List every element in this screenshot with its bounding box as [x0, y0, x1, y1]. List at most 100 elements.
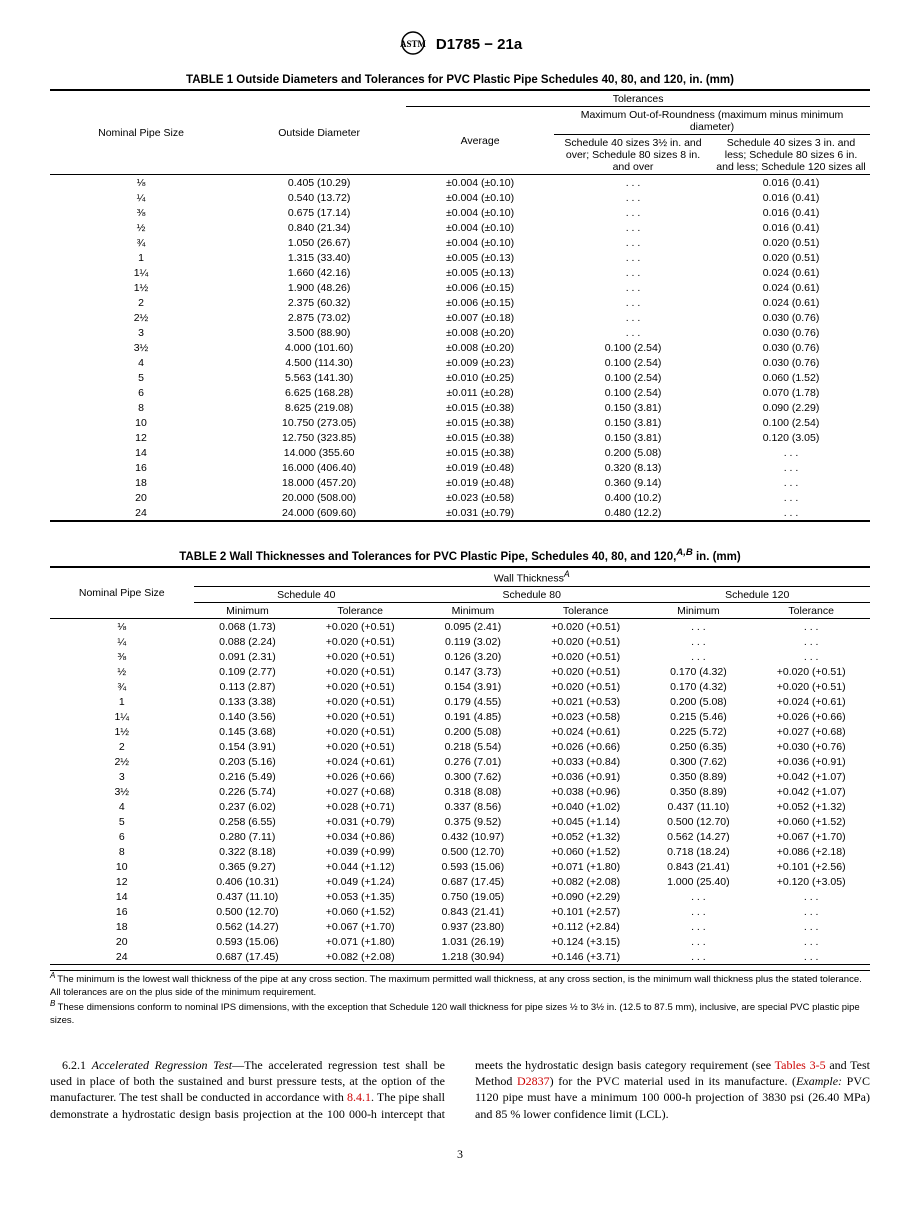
table-cell: +0.020 (+0.51): [527, 664, 645, 679]
link-d2837[interactable]: D2837: [517, 1074, 550, 1088]
table-cell: +0.020 (+0.51): [527, 634, 645, 649]
table-cell: 0.150 (3.81): [554, 400, 712, 415]
table-cell: 18.000 (457.20): [232, 475, 406, 490]
table-cell: 12: [50, 874, 194, 889]
table-row: 55.563 (141.30)±0.010 (±0.25)0.100 (2.54…: [50, 370, 870, 385]
table-cell: 18: [50, 475, 232, 490]
table-cell: ±0.004 (±0.10): [406, 190, 554, 205]
table-row: 3½0.226 (5.74)+0.027 (+0.68)0.318 (8.08)…: [50, 784, 870, 799]
table-cell: 24.000 (609.60): [232, 505, 406, 521]
table-cell: . . .: [554, 265, 712, 280]
table-row: ⅜0.675 (17.14)±0.004 (±0.10). . .0.016 (…: [50, 205, 870, 220]
table-cell: +0.020 (+0.51): [752, 664, 870, 679]
table-cell: 0.119 (3.02): [419, 634, 527, 649]
t1-h-tol: Tolerances: [406, 90, 870, 107]
table-cell: 0.179 (4.55): [419, 694, 527, 709]
table-cell: ±0.015 (±0.38): [406, 415, 554, 430]
table-cell: +0.028 (+0.71): [301, 799, 419, 814]
table-cell: 0.406 (10.31): [194, 874, 302, 889]
t2-h-s80: Schedule 80: [419, 587, 644, 603]
table-cell: 0.150 (3.81): [554, 430, 712, 445]
table-cell: 0.225 (5.72): [644, 724, 752, 739]
table-cell: +0.023 (+0.58): [527, 709, 645, 724]
link-tables35[interactable]: Tables 3-5: [775, 1058, 826, 1072]
table-cell: ¼: [50, 634, 194, 649]
table-cell: . . .: [752, 919, 870, 934]
table-cell: 20: [50, 934, 194, 949]
table-row: 30.216 (5.49)+0.026 (+0.66)0.300 (7.62)+…: [50, 769, 870, 784]
table-cell: 5: [50, 370, 232, 385]
table-cell: +0.042 (+1.07): [752, 769, 870, 784]
table-cell: +0.112 (+2.84): [527, 919, 645, 934]
table-cell: ±0.005 (±0.13): [406, 265, 554, 280]
table-cell: 0.750 (19.05): [419, 889, 527, 904]
table-row: 80.322 (8.18)+0.039 (+0.99)0.500 (12.70)…: [50, 844, 870, 859]
table-row: 1½0.145 (3.68)+0.020 (+0.51)0.200 (5.08)…: [50, 724, 870, 739]
table-cell: . . .: [644, 634, 752, 649]
table-cell: ±0.019 (±0.48): [406, 475, 554, 490]
table-cell: . . .: [712, 490, 870, 505]
table-cell: +0.034 (+0.86): [301, 829, 419, 844]
table-cell: 0.687 (17.45): [194, 949, 302, 965]
table-cell: +0.124 (+3.15): [527, 934, 645, 949]
table-cell: +0.020 (+0.51): [301, 709, 419, 724]
table-cell: 12.750 (323.85): [232, 430, 406, 445]
table-cell: 0.133 (3.38): [194, 694, 302, 709]
table-cell: ⅛: [50, 175, 232, 191]
table-cell: 5: [50, 814, 194, 829]
table-row: 160.500 (12.70)+0.060 (+1.52)0.843 (21.4…: [50, 904, 870, 919]
table-cell: 0.020 (0.51): [712, 235, 870, 250]
table-cell: 0.218 (5.54): [419, 739, 527, 754]
table-cell: +0.045 (+1.14): [527, 814, 645, 829]
table-cell: +0.020 (+0.51): [301, 634, 419, 649]
table-cell: ±0.015 (±0.38): [406, 400, 554, 415]
table-cell: ⅜: [50, 205, 232, 220]
table-cell: 14: [50, 889, 194, 904]
table-row: 140.437 (11.10)+0.053 (+1.35)0.750 (19.0…: [50, 889, 870, 904]
t2-h-min3: Minimum: [644, 603, 752, 619]
table-row: 20.154 (3.91)+0.020 (+0.51)0.218 (5.54)+…: [50, 739, 870, 754]
table-cell: . . .: [752, 619, 870, 635]
table-cell: +0.020 (+0.51): [752, 679, 870, 694]
table-cell: +0.021 (+0.53): [527, 694, 645, 709]
link-841[interactable]: 8.4.1: [347, 1090, 371, 1104]
table-row: 1818.000 (457.20)±0.019 (±0.48)0.360 (9.…: [50, 475, 870, 490]
table-cell: +0.026 (+0.66): [752, 709, 870, 724]
table-cell: 0.200 (5.08): [419, 724, 527, 739]
table-cell: 0.200 (5.08): [554, 445, 712, 460]
table-cell: +0.146 (+3.71): [527, 949, 645, 965]
table-cell: +0.036 (+0.91): [752, 754, 870, 769]
table-cell: +0.020 (+0.51): [301, 679, 419, 694]
table-cell: ⅛: [50, 619, 194, 635]
table-row: ⅛0.405 (10.29)±0.004 (±0.10). . .0.016 (…: [50, 175, 870, 191]
table-row: 50.258 (6.55)+0.031 (+0.79)0.375 (9.52)+…: [50, 814, 870, 829]
table-row: 1½1.900 (48.26)±0.006 (±0.15). . .0.024 …: [50, 280, 870, 295]
table-cell: 0.120 (3.05): [712, 430, 870, 445]
t1-h-oor: Maximum Out-of-Roundness (maximum minus …: [554, 107, 870, 135]
table-cell: 14: [50, 445, 232, 460]
table-cell: 8: [50, 844, 194, 859]
table-cell: 0.170 (4.32): [644, 679, 752, 694]
table-cell: +0.053 (+1.35): [301, 889, 419, 904]
table-row: ⅛0.068 (1.73)+0.020 (+0.51)0.095 (2.41)+…: [50, 619, 870, 635]
t1-h-c4: Schedule 40 sizes 3½ in. and over; Sched…: [554, 135, 712, 175]
table-cell: +0.020 (+0.51): [301, 649, 419, 664]
table-cell: 24: [50, 505, 232, 521]
table-cell: +0.101 (+2.57): [527, 904, 645, 919]
table-cell: 0.191 (4.85): [419, 709, 527, 724]
body-text: 6.2.1 Accelerated Regression Test—The ac…: [50, 1057, 870, 1122]
page-number: 3: [50, 1147, 870, 1162]
table-cell: 6: [50, 385, 232, 400]
table-cell: +0.020 (+0.51): [301, 724, 419, 739]
table-row: 2½2.875 (73.02)±0.007 (±0.18). . .0.030 …: [50, 310, 870, 325]
table-cell: 0.113 (2.87): [194, 679, 302, 694]
t2-title-sup: A,B: [676, 547, 693, 558]
table-cell: 16: [50, 460, 232, 475]
table-cell: 0.593 (15.06): [419, 859, 527, 874]
table-cell: 0.100 (2.54): [554, 370, 712, 385]
table-cell: 0.060 (1.52): [712, 370, 870, 385]
table-cell: 0.360 (9.14): [554, 475, 712, 490]
table-cell: . . .: [554, 205, 712, 220]
table-cell: . . .: [554, 250, 712, 265]
t2-h-tol2: Tolerance: [527, 603, 645, 619]
